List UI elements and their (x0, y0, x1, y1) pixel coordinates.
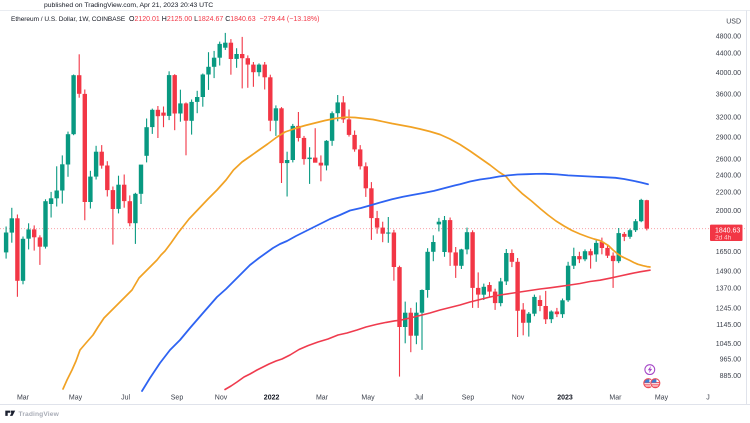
svg-text:2600.00: 2600.00 (716, 157, 741, 164)
svg-text:Nov: Nov (215, 395, 228, 402)
svg-text:Mar: Mar (609, 395, 622, 402)
svg-text:4800.00: 4800.00 (716, 34, 741, 41)
svg-text:3200.00: 3200.00 (716, 114, 741, 121)
svg-text:Sep: Sep (171, 395, 184, 402)
svg-text:May: May (655, 395, 669, 402)
svg-text:TradingView: TradingView (19, 411, 60, 418)
svg-text:1490.00: 1490.00 (716, 269, 741, 276)
svg-text:885.00: 885.00 (720, 373, 742, 380)
svg-text:Mar: Mar (17, 395, 30, 402)
svg-text:965.00: 965.00 (720, 357, 742, 364)
svg-text:May: May (69, 395, 83, 402)
svg-text:1145.00: 1145.00 (716, 322, 741, 329)
svg-text:2d 4h: 2d 4h (715, 235, 732, 242)
svg-text:J: J (706, 395, 710, 402)
svg-text:1650.00: 1650.00 (716, 249, 741, 256)
svg-text:2900.00: 2900.00 (716, 135, 741, 142)
svg-text:Jul: Jul (415, 395, 424, 402)
svg-text:USD: USD (726, 19, 741, 26)
svg-text:2023: 2023 (557, 395, 573, 402)
svg-text:Nov: Nov (512, 395, 525, 402)
svg-text:2200.00: 2200.00 (716, 189, 741, 196)
svg-text:2400.00: 2400.00 (716, 172, 741, 179)
svg-text:4400.00: 4400.00 (716, 51, 741, 58)
svg-text:2022: 2022 (264, 395, 280, 402)
svg-text:1840.63: 1840.63 (715, 227, 740, 234)
svg-text:May: May (361, 395, 375, 402)
svg-text:1370.00: 1370.00 (716, 286, 741, 293)
svg-text:Mar: Mar (316, 395, 329, 402)
svg-text:Jul: Jul (121, 395, 130, 402)
svg-text:1245.00: 1245.00 (716, 305, 741, 312)
svg-text:4000.00: 4000.00 (716, 70, 741, 77)
svg-text:1045.00: 1045.00 (716, 341, 741, 348)
svg-text:2000.00: 2000.00 (716, 208, 741, 215)
svg-text:3600.00: 3600.00 (716, 91, 741, 98)
svg-text:Sep: Sep (462, 395, 475, 402)
